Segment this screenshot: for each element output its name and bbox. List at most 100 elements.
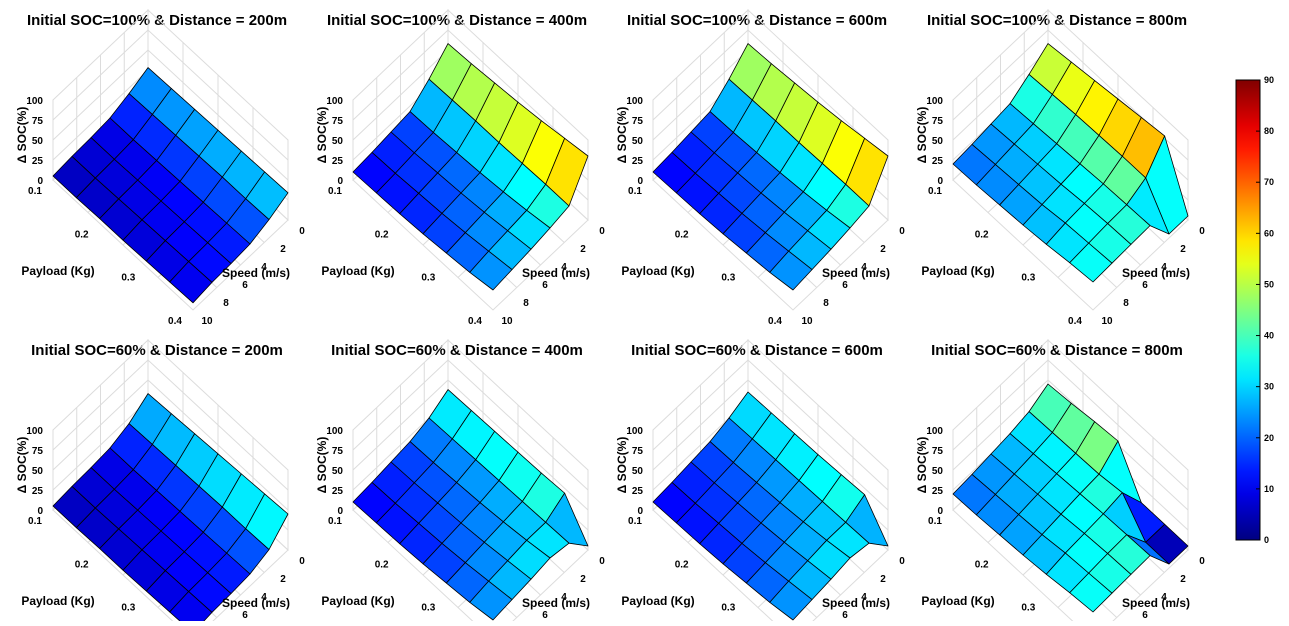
z-tick-label: 25 xyxy=(32,486,44,497)
x-axis-label: Payload (Kg) xyxy=(621,264,694,278)
surface-patch xyxy=(1069,242,1113,283)
payload-tick-label: 0.2 xyxy=(675,229,689,240)
x-axis-label: Payload (Kg) xyxy=(321,594,394,608)
speed-tick-label: 6 xyxy=(842,280,848,291)
chart-title: Initial SOC=100% & Distance = 400m xyxy=(327,12,587,29)
z-tick-label: 0 xyxy=(937,506,943,517)
z-tick-label: 50 xyxy=(932,466,944,477)
z-tick-label: 75 xyxy=(932,446,944,457)
payload-tick-label: 0.3 xyxy=(421,603,435,614)
x-axis-label: Payload (Kg) xyxy=(321,264,394,278)
speed-tick-label: 10 xyxy=(1101,316,1113,327)
chart-title: Initial SOC=100% & Distance = 600m xyxy=(627,12,887,29)
z-gridline xyxy=(52,379,289,511)
z-tick-label: 100 xyxy=(326,96,343,107)
z-gridline xyxy=(652,29,889,161)
speed-tick-label: 6 xyxy=(1142,280,1148,291)
speed-tick-label: 0 xyxy=(299,556,305,567)
y-axis-label: Speed (m/s) xyxy=(522,596,590,610)
colorbar-tick-label: 20 xyxy=(1264,433,1274,443)
speed-tick-label: 0 xyxy=(299,226,305,237)
z-tick-label: 0 xyxy=(637,176,643,187)
surface xyxy=(952,43,1189,283)
surface xyxy=(352,389,589,621)
chart-title: Initial SOC=100% & Distance = 200m xyxy=(27,12,287,29)
payload-tick-label: 0.3 xyxy=(421,273,435,284)
x-axis-label: Payload (Kg) xyxy=(21,594,94,608)
y-axis-label: Speed (m/s) xyxy=(822,266,890,280)
y-axis-label: Speed (m/s) xyxy=(1122,596,1190,610)
z-tick-label: 100 xyxy=(326,426,343,437)
x-axis-label: Payload (Kg) xyxy=(921,264,994,278)
z-tick-label: 75 xyxy=(632,446,644,457)
surface xyxy=(952,383,1189,613)
z-axis-label: Δ SOC(%) xyxy=(15,107,29,164)
z-tick-label: 75 xyxy=(32,446,44,457)
chart-panel-6: Initial SOC=60% & Distance = 400m 0 25 50 75… xyxy=(315,338,605,626)
z-tick-label: 100 xyxy=(926,96,943,107)
payload-tick-label: 0.2 xyxy=(975,229,989,240)
speed-tick-label: 2 xyxy=(580,574,586,585)
surface-patch xyxy=(469,580,513,621)
payload-tick-label: 0.1 xyxy=(628,516,642,527)
surface xyxy=(52,67,289,304)
z-tick-label: 0 xyxy=(637,506,643,517)
z-gridline xyxy=(352,29,589,161)
speed-tick-label: 8 xyxy=(223,298,229,309)
payload-tick-label: 0.3 xyxy=(1021,273,1035,284)
z-tick-label: 100 xyxy=(626,96,643,107)
colorbar-tick-label: 90 xyxy=(1264,75,1274,85)
z-tick-label: 100 xyxy=(926,426,943,437)
z-tick-label: 75 xyxy=(332,446,344,457)
chart-panel-5: Initial SOC=60% & Distance = 200m 0 25 50 75… xyxy=(15,338,305,626)
z-tick-label: 50 xyxy=(32,136,44,147)
colorbar-tick-label: 10 xyxy=(1264,484,1274,494)
speed-tick-label: 6 xyxy=(542,610,548,621)
speed-tick-label: 0 xyxy=(1199,226,1205,237)
z-tick-label: 0 xyxy=(937,176,943,187)
payload-tick-label: 0.2 xyxy=(975,559,989,570)
surface-patch xyxy=(769,580,813,621)
speed-tick-label: 0 xyxy=(599,556,605,567)
payload-tick-label: 0.1 xyxy=(328,516,342,527)
z-tick-label: 75 xyxy=(32,116,44,127)
z-tick-label: 0 xyxy=(37,506,43,517)
z-tick-label: 50 xyxy=(332,136,344,147)
speed-tick-label: 10 xyxy=(201,316,213,327)
z-tick-label: 50 xyxy=(632,466,644,477)
speed-tick-label: 2 xyxy=(1180,244,1186,255)
z-tick-label: 0 xyxy=(37,176,43,187)
colorbar-tick-label: 70 xyxy=(1264,177,1274,187)
speed-tick-label: 4 xyxy=(561,262,567,273)
z-gridline xyxy=(652,379,889,511)
speed-tick-label: 2 xyxy=(280,244,286,255)
payload-tick-label: 0.2 xyxy=(375,229,389,240)
z-tick-label: 50 xyxy=(332,466,344,477)
speed-tick-label: 0 xyxy=(1199,556,1205,567)
chart-panel-2: Initial SOC=100% & Distance = 400m 0 25 50 7… xyxy=(315,8,605,327)
z-tick-label: 75 xyxy=(332,116,344,127)
x-axis-label: Payload (Kg) xyxy=(921,594,994,608)
speed-tick-label: 2 xyxy=(880,574,886,585)
z-tick-label: 75 xyxy=(932,116,944,127)
z-gridline xyxy=(52,29,289,161)
y-axis-label: Speed (m/s) xyxy=(522,266,590,280)
payload-tick-label: 0.3 xyxy=(121,603,135,614)
speed-tick-label: 0 xyxy=(599,226,605,237)
z-tick-label: 25 xyxy=(332,486,344,497)
z-tick-label: 25 xyxy=(632,156,644,167)
chart-title: Initial SOC=60% & Distance = 800m xyxy=(931,342,1183,359)
surface-patch xyxy=(169,261,213,304)
speed-tick-label: 2 xyxy=(580,244,586,255)
z-axis-label: Δ SOC(%) xyxy=(15,437,29,494)
speed-tick-label: 4 xyxy=(1161,262,1167,273)
colorbar-tick-label: 0 xyxy=(1264,535,1269,545)
payload-tick-label: 0.2 xyxy=(75,229,89,240)
z-tick-label: 25 xyxy=(332,156,344,167)
speed-tick-label: 6 xyxy=(842,610,848,621)
